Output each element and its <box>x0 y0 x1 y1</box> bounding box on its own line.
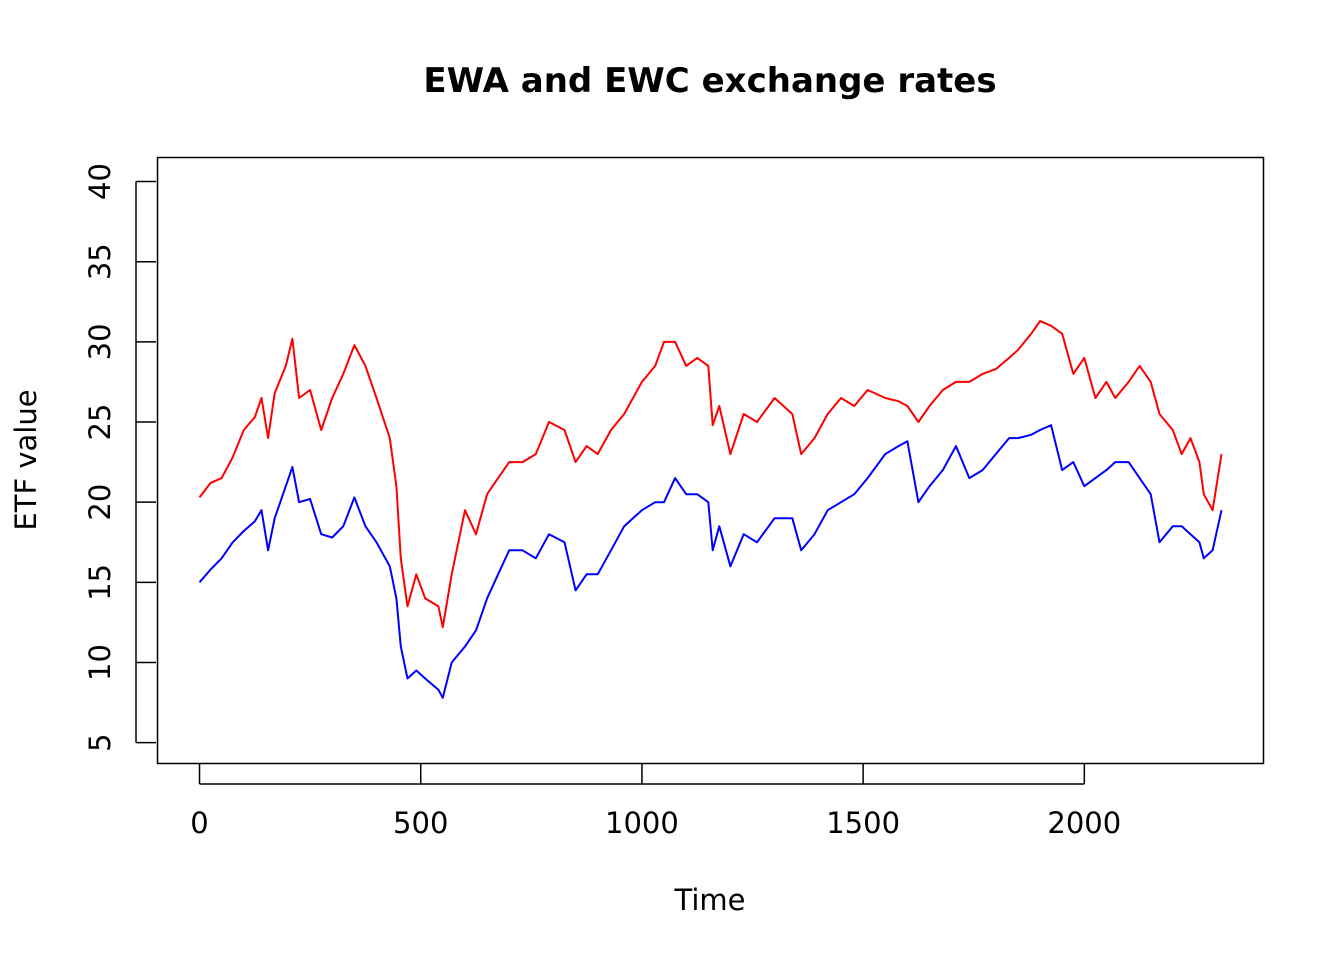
plot-area-border <box>156 156 1265 765</box>
y-tick-label: 10 <box>83 644 117 681</box>
y-tick-label: 40 <box>83 163 117 200</box>
series-line-0 <box>198 320 1223 629</box>
y-tick-label: 5 <box>83 733 117 751</box>
chart-title: EWA and EWC exchange rates <box>423 61 996 101</box>
x-tick-label: 1000 <box>605 806 679 840</box>
x-tick-label: 2000 <box>1047 806 1121 840</box>
y-tick-label: 25 <box>83 404 117 441</box>
x-axis-label: Time <box>674 883 746 917</box>
x-axis: 0 500 1000 1500 2000 <box>190 764 1121 840</box>
y-axis: 5 10 15 20 25 30 35 40 <box>83 163 156 752</box>
x-tick-label: 500 <box>393 806 448 840</box>
y-tick-label: 20 <box>83 484 117 521</box>
y-tick-label: 30 <box>83 323 117 360</box>
series-line-1 <box>198 424 1223 699</box>
y-tick-label: 15 <box>83 564 117 601</box>
x-tick-label: 0 <box>190 806 208 840</box>
y-tick-label: 35 <box>83 243 117 280</box>
series-layer <box>198 320 1223 699</box>
x-tick-label: 1500 <box>826 806 900 840</box>
y-axis-label: ETF value <box>9 389 43 530</box>
